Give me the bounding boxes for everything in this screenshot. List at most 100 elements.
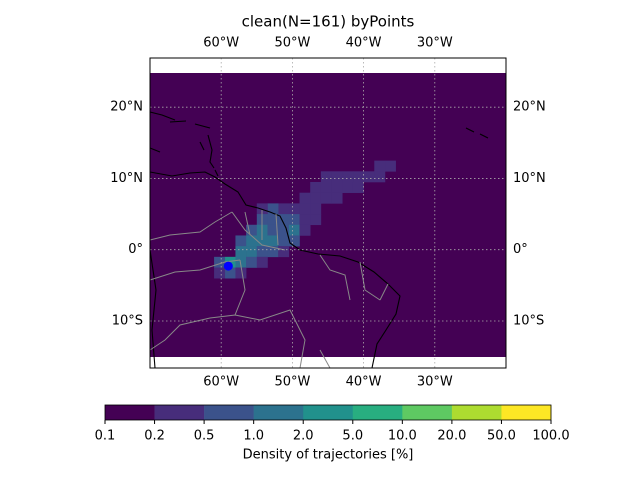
y-tick-label-left: 20°N — [110, 100, 143, 115]
y-tick-label-left: 0° — [128, 242, 143, 257]
colorbar: 0.1 0.2 0.5 1.0 2.0 5.0 10.0 20.0 50.0 100.0 — [95, 404, 570, 444]
colorbar-tick-label: 20.0 — [437, 429, 466, 444]
coastlines — [149, 111, 489, 369]
density-cell — [299, 203, 311, 215]
density-background — [150, 73, 506, 357]
colorbar-tick-label: 1.0 — [243, 429, 264, 444]
density-cell — [267, 203, 279, 215]
density-cell — [256, 246, 268, 258]
density-cell — [320, 171, 332, 183]
density-cell — [278, 203, 290, 215]
border — [149, 259, 331, 369]
density-cell — [299, 224, 311, 236]
colorbar-tick-label: 2.0 — [293, 429, 314, 444]
colorbar-tick-label: 0.1 — [95, 429, 116, 444]
coastline — [149, 111, 219, 177]
density-cell — [256, 235, 268, 247]
density-cell — [363, 171, 375, 183]
density-cell — [246, 246, 258, 258]
density-cell — [299, 214, 311, 226]
density-cell — [374, 171, 386, 183]
density-cell — [278, 224, 290, 236]
y-tick-label-right: 0° — [513, 242, 528, 257]
colorbar-segment — [501, 405, 552, 420]
density-cell — [342, 171, 354, 183]
x-tick-label-top: 30°W — [417, 36, 453, 51]
density-cell — [278, 214, 290, 226]
x-tick-label-bottom: 50°W — [274, 375, 310, 390]
density-cell — [331, 182, 343, 193]
colorbar-tick-label: 50.0 — [487, 429, 516, 444]
colorbar-label: Density of trajectories [%] — [243, 448, 414, 463]
y-tick-label-left: 10°S — [112, 313, 143, 328]
density-cell — [374, 160, 386, 172]
density-cell — [235, 256, 247, 268]
colorbar-frame — [104, 404, 552, 421]
colorbar-segment — [154, 405, 205, 420]
x-tick-label-top: 60°W — [203, 36, 239, 51]
density-cell — [235, 246, 247, 258]
tick-labels: 60°W 60°W 50°W 50°W 40°W 40°W 30°W 30°W 20°N 20°N… — [110, 36, 546, 390]
y-tick-label-left: 10°N — [110, 171, 143, 186]
colorbar-segment — [402, 405, 453, 420]
density-cell — [235, 267, 247, 279]
density-cell — [384, 160, 396, 172]
density-cell — [214, 256, 226, 268]
density-cell — [224, 267, 236, 279]
density-cell — [256, 256, 268, 268]
colorbar-segment — [253, 405, 304, 420]
density-cell — [246, 235, 258, 247]
density-cell — [310, 214, 322, 226]
y-tick-label-right: 10°S — [513, 313, 544, 328]
density-cell — [288, 235, 300, 247]
y-tick-label-right: 20°N — [513, 100, 546, 115]
density-cell — [267, 214, 279, 226]
density-cell — [235, 235, 247, 247]
density-cell — [288, 224, 300, 236]
density-cell — [246, 224, 258, 236]
y-tick-label-right: 10°N — [513, 171, 546, 186]
density-cell — [288, 203, 300, 215]
density-cell — [331, 192, 343, 204]
colorbar-segment — [204, 405, 254, 420]
graticule — [150, 58, 506, 368]
colorbar-tick-label: 10.0 — [388, 429, 417, 444]
x-tick-label-bottom: 30°W — [417, 375, 453, 390]
x-tick-label-bottom: 60°W — [203, 375, 239, 390]
borders — [149, 210, 389, 369]
density-cell — [267, 224, 279, 236]
density-cells — [214, 160, 396, 279]
border — [149, 210, 286, 251]
density-cell — [320, 192, 332, 204]
density-cell — [320, 182, 332, 193]
coastline — [465, 127, 489, 139]
x-tick-label-top: 40°W — [346, 36, 382, 51]
density-cell — [288, 214, 300, 226]
density-cell — [278, 246, 290, 258]
colorbar-segment — [105, 405, 155, 420]
colorbar-segment — [451, 405, 502, 420]
x-tick-label-top: 50°W — [274, 36, 310, 51]
density-cell — [331, 171, 343, 183]
density-cell — [267, 235, 279, 247]
coastline — [149, 171, 401, 369]
source-point — [223, 261, 233, 271]
density-cell — [267, 246, 279, 258]
colorbar-segment — [352, 405, 403, 420]
density-cell — [278, 235, 290, 247]
density-cell — [352, 171, 364, 183]
density-cell — [310, 182, 322, 193]
x-tick-label-bottom: 40°W — [346, 375, 382, 390]
colorbar-tick-label: 100.0 — [532, 429, 569, 444]
density-cell — [246, 256, 258, 268]
density-cell — [310, 192, 322, 204]
map-title: clean(N=161) byPoints — [242, 13, 415, 31]
map-frame — [149, 57, 507, 369]
density-cell — [352, 182, 364, 193]
colorbar-segment — [303, 405, 354, 420]
border — [319, 254, 389, 301]
density-cell — [214, 267, 226, 279]
density-cell — [299, 192, 311, 204]
colorbar-tick-label: 0.5 — [194, 429, 215, 444]
